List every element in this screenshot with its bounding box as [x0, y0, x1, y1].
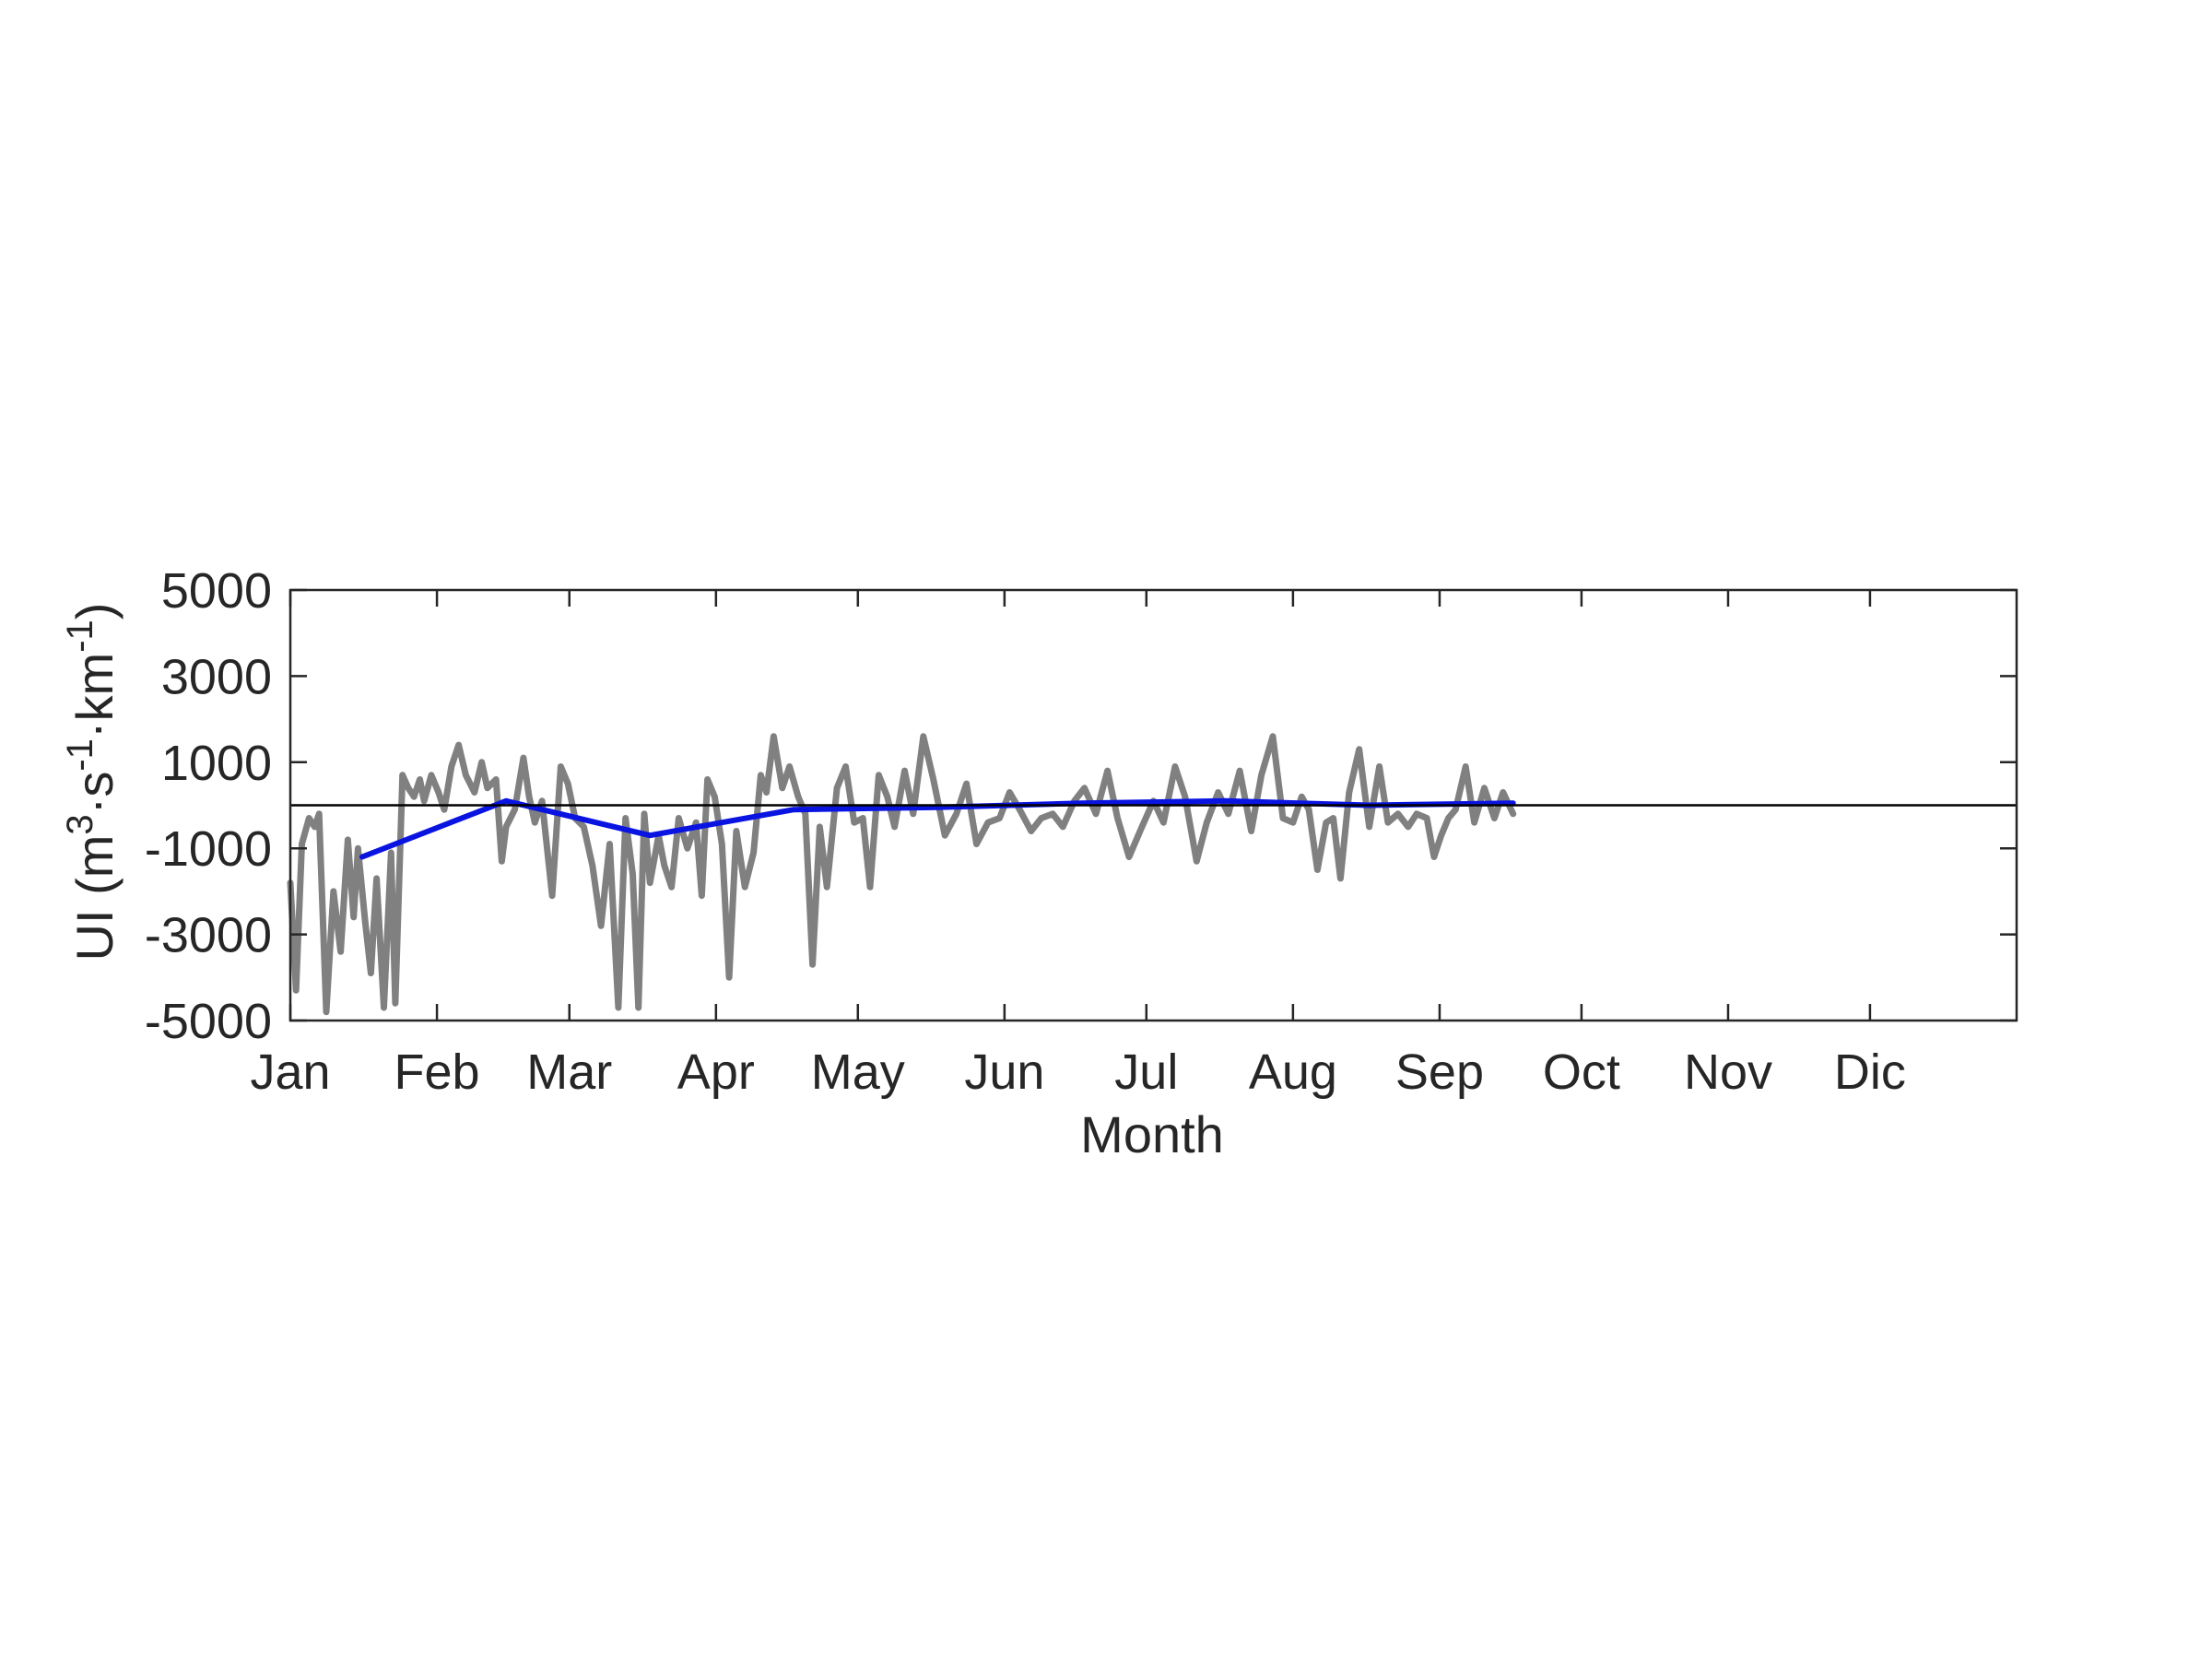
y-axis-title-sup-3: -1: [60, 620, 100, 653]
x-tick-label: Feb: [394, 1044, 480, 1100]
axes-layer: [288, 588, 2018, 1022]
x-tick-label: Aug: [1249, 1044, 1337, 1100]
x-tick-label: Jan: [250, 1044, 330, 1100]
y-axis-title: UI (m3·s-1·km-1): [60, 603, 124, 962]
series-line-monthly-mean: [359, 797, 1516, 860]
x-tick-label: Nov: [1684, 1044, 1772, 1100]
x-tick-label: Dic: [1834, 1044, 1906, 1100]
series-line-daily: [287, 733, 1517, 1016]
y-tick-label: -1000: [145, 821, 272, 877]
x-tick-label: Sep: [1395, 1044, 1484, 1100]
y-axis-title-suffix: ): [65, 603, 124, 620]
y-axis-title-mid-1: ·s: [65, 772, 124, 815]
plot-frame: [288, 588, 2018, 1022]
y-tick-label: -5000: [145, 994, 272, 1049]
x-tick-label: Mar: [526, 1044, 612, 1100]
y-axis-title-mid-2: ·km: [65, 653, 124, 738]
x-tick-label: Jul: [1114, 1044, 1178, 1100]
x-axis-title: Month: [1080, 1105, 1224, 1163]
x-tick-label: Jun: [964, 1044, 1044, 1100]
series-layer: [287, 733, 1517, 1016]
y-axis-title-sup-1: 3: [60, 814, 100, 834]
y-tick-label: -3000: [145, 908, 272, 963]
x-tick-label: Oct: [1543, 1044, 1620, 1100]
y-tick-label: 5000: [161, 563, 272, 619]
y-tick-label: 1000: [161, 736, 272, 791]
x-tick-label: May: [811, 1044, 905, 1100]
y-tick-label: 3000: [161, 649, 272, 704]
x-tick-label: Apr: [677, 1044, 755, 1100]
y-axis-title-sup-2: -1: [60, 738, 100, 772]
y-axis-title-prefix: UI (m: [65, 835, 124, 962]
